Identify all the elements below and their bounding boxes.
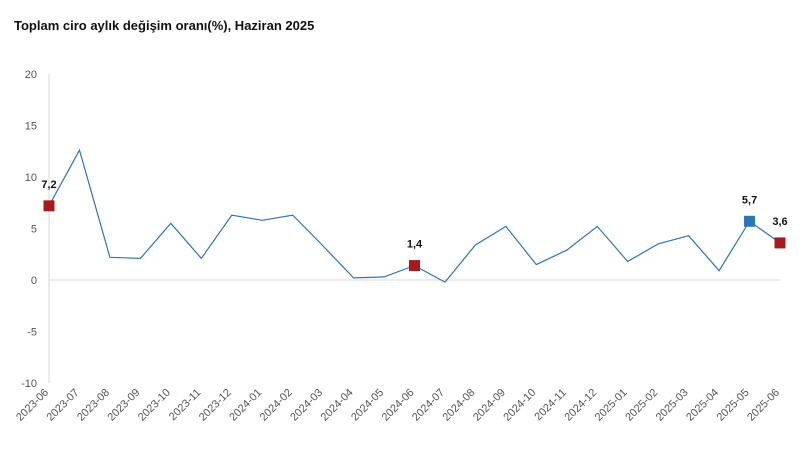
x-tick-label: 2023-08 [75, 387, 112, 424]
x-tick-label: 2024-03 [288, 387, 325, 424]
data-marker [744, 215, 756, 227]
x-tick-label: 2024-06 [380, 387, 417, 424]
x-tick-label: 2023-12 [197, 387, 234, 424]
x-tick-label: 2024-01 [227, 387, 264, 424]
x-tick-label: 2025-03 [654, 387, 691, 424]
data-label: 1,4 [407, 239, 423, 251]
y-tick-label: -10 [21, 378, 37, 390]
data-label: 7,2 [41, 179, 56, 191]
x-tick-label: 2024-02 [258, 387, 295, 424]
x-tick-label: 2024-04 [319, 387, 356, 424]
data-label: 5,7 [742, 194, 757, 206]
x-tick-label: 2024-09 [471, 387, 508, 424]
x-tick-label: 2024-10 [501, 387, 538, 424]
x-tick-label: 2024-12 [562, 387, 599, 424]
x-tick-label: 2025-02 [623, 387, 660, 424]
x-tick-label: 2025-06 [745, 387, 782, 424]
x-tick-label: 2024-07 [410, 387, 447, 424]
chart-title: Toplam ciro aylık değişim oranı(%), Hazi… [14, 18, 315, 33]
data-marker [409, 260, 420, 272]
y-tick-label: 5 [31, 224, 37, 236]
y-tick-label: 20 [25, 69, 37, 81]
x-tick-label: 2024-08 [441, 387, 478, 424]
x-tick-label: 2023-10 [136, 387, 173, 424]
data-marker [43, 200, 55, 212]
x-tick-label: 2023-07 [45, 387, 82, 424]
x-tick-label: 2023-09 [105, 387, 142, 424]
y-tick-label: 15 [25, 121, 37, 133]
x-tick-label: 2023-06 [14, 387, 51, 424]
y-tick-label: 10 [25, 172, 37, 184]
data-label: 3,6 [772, 216, 787, 228]
x-tick-label: 2025-04 [684, 387, 721, 424]
x-tick-label: 2025-05 [715, 387, 752, 424]
x-tick-label: 2024-05 [349, 387, 386, 424]
x-tick-label: 2025-01 [593, 387, 630, 424]
y-tick-label: -5 [27, 327, 37, 339]
data-marker [774, 237, 786, 249]
y-tick-label: 0 [31, 275, 37, 287]
